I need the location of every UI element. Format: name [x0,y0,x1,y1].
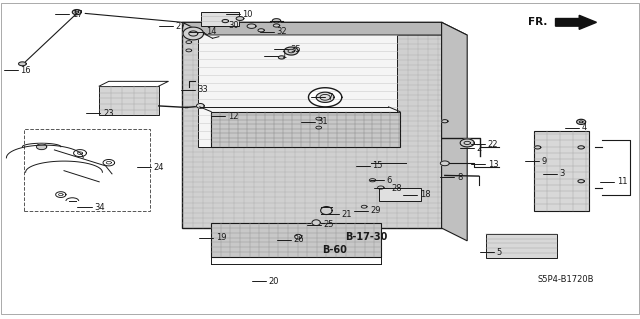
Text: B-17-30: B-17-30 [346,232,388,242]
Polygon shape [186,49,192,52]
Text: 25: 25 [324,220,334,229]
Polygon shape [284,47,298,55]
Text: 15: 15 [372,161,383,170]
Polygon shape [308,88,342,107]
Polygon shape [556,15,596,29]
Text: 23: 23 [103,109,114,118]
Text: B-60: B-60 [322,245,347,256]
Text: 30: 30 [228,21,239,30]
Text: 18: 18 [420,190,431,199]
Text: 3: 3 [559,169,564,178]
Polygon shape [211,223,381,257]
Text: 35: 35 [291,45,301,54]
Polygon shape [316,117,321,120]
Polygon shape [440,161,449,166]
Polygon shape [534,146,541,149]
Polygon shape [99,86,159,115]
Text: 2: 2 [476,144,481,153]
Text: 31: 31 [317,117,328,126]
Polygon shape [19,62,26,66]
Polygon shape [258,29,264,32]
Polygon shape [321,207,332,214]
Polygon shape [273,24,280,27]
Text: 7: 7 [328,93,333,102]
Text: 12: 12 [228,112,238,121]
Polygon shape [316,92,334,102]
Text: 11: 11 [617,177,627,186]
Polygon shape [312,220,320,226]
Text: 19: 19 [216,233,226,242]
Text: 8: 8 [457,173,462,182]
Polygon shape [442,120,448,123]
Polygon shape [486,234,557,258]
Polygon shape [182,22,442,228]
Polygon shape [362,205,367,208]
Text: 5: 5 [497,248,502,256]
Text: 13: 13 [488,160,499,169]
Polygon shape [211,112,400,147]
Text: 27: 27 [175,22,186,31]
Text: 29: 29 [371,206,381,215]
Polygon shape [186,41,192,43]
Polygon shape [72,10,81,15]
Text: 9: 9 [541,157,547,166]
Text: 17: 17 [72,10,83,19]
Polygon shape [378,186,384,189]
Polygon shape [247,24,256,28]
Polygon shape [278,56,285,59]
Text: FR.: FR. [528,17,547,27]
Polygon shape [201,12,239,26]
Polygon shape [577,119,586,124]
Polygon shape [236,17,244,20]
Text: 21: 21 [342,210,352,219]
Text: 32: 32 [276,27,287,36]
Text: 6: 6 [387,176,392,185]
Polygon shape [273,19,280,23]
Text: 1: 1 [281,51,286,60]
Text: 10: 10 [243,10,253,19]
Polygon shape [316,126,321,129]
Polygon shape [295,234,302,239]
Text: 4: 4 [582,123,587,132]
Text: 20: 20 [268,277,278,286]
Polygon shape [222,19,228,23]
Polygon shape [196,104,204,108]
Polygon shape [578,146,584,149]
Text: 16: 16 [20,66,31,75]
Text: 28: 28 [391,184,402,193]
Polygon shape [369,179,376,182]
Polygon shape [36,144,47,150]
Text: 26: 26 [294,235,305,244]
Polygon shape [182,22,467,35]
Polygon shape [460,139,474,147]
Polygon shape [578,180,584,183]
Polygon shape [534,131,589,211]
Polygon shape [442,22,467,241]
Text: 22: 22 [488,140,498,149]
Text: 34: 34 [94,203,105,212]
Polygon shape [198,33,397,147]
Text: 14: 14 [206,27,216,36]
Polygon shape [183,27,204,40]
Polygon shape [379,188,421,201]
Text: 33: 33 [198,85,209,94]
Text: 24: 24 [154,163,164,172]
Text: S5P4-B1720B: S5P4-B1720B [538,275,594,284]
